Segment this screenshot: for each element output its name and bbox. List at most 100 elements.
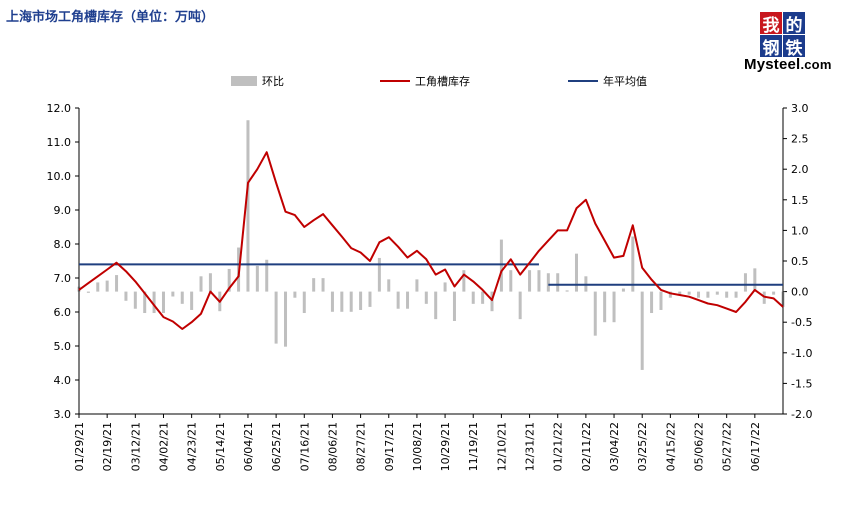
change-bar (574, 253, 578, 292)
change-bar (377, 257, 381, 292)
change-bar (499, 239, 503, 292)
change-bar (715, 291, 719, 295)
x-tick-label: 07/16/21 (298, 422, 311, 471)
legend: 环比 工角槽库存 年平均值 (231, 74, 647, 88)
left-tick-label: 3.0 (54, 408, 72, 421)
x-tick-label: 06/17/22 (749, 422, 762, 471)
change-bar (124, 291, 128, 301)
inventory-line (78, 151, 784, 330)
change-bar (659, 291, 663, 310)
change-bar (424, 291, 428, 304)
logo-char-1: 我 (760, 12, 782, 36)
change-bar (349, 291, 353, 312)
change-bar (86, 291, 90, 293)
change-bar (143, 291, 147, 314)
change-bar (556, 273, 560, 292)
change-bar (697, 291, 701, 298)
change-bars (77, 120, 785, 370)
change-bar (640, 291, 644, 370)
change-bar (152, 291, 156, 314)
left-tick-label: 9.0 (54, 204, 72, 217)
inventory-line-group (78, 151, 784, 330)
change-bar (734, 291, 738, 298)
change-bar (190, 291, 194, 310)
chart-title: 上海市场工角槽库存（单位：万吨） (6, 10, 215, 25)
logo-char-3: 钢 (760, 35, 782, 59)
x-tick-label: 02/19/21 (101, 422, 114, 471)
change-bar (368, 291, 372, 307)
change-bar (452, 291, 456, 321)
x-tick-label: 06/25/21 (270, 422, 283, 471)
legend-swatch-change (231, 76, 257, 86)
change-bar (265, 259, 269, 292)
right-tick-label: -2.0 (791, 408, 812, 421)
left-axis-ticks: 3.0 4.0 5.0 6.0 7.0 8.0 9.0 10.0 11.0 12.0 (47, 102, 79, 421)
change-bar (284, 291, 288, 347)
x-tick-label: 08/06/21 (326, 422, 339, 471)
change-bar (471, 291, 475, 304)
left-tick-label: 4.0 (54, 374, 72, 387)
x-axis-labels: 01/29/21 02/19/21 03/12/21 04/02/21 04/23/21… (73, 414, 762, 471)
change-bar (115, 275, 119, 292)
x-tick-label: 06/04/21 (242, 422, 255, 471)
logo-suffix: .com (800, 57, 832, 72)
logo-char-4: 铁 (783, 35, 805, 59)
left-tick-label: 12.0 (47, 102, 72, 115)
x-tick-label: 03/04/22 (608, 422, 621, 471)
average-lines (79, 263, 783, 286)
x-tick-label: 08/27/21 (355, 422, 368, 471)
change-bar (753, 268, 757, 292)
change-bar (293, 291, 297, 298)
right-tick-label: 1.5 (791, 194, 809, 207)
x-tick-label: 01/21/22 (552, 422, 565, 471)
change-bar (593, 291, 597, 336)
left-tick-label: 6.0 (54, 306, 72, 319)
change-bar (133, 291, 137, 309)
logo-char-2: 的 (783, 12, 805, 36)
change-bar (631, 236, 635, 292)
change-bar (481, 291, 485, 304)
change-bar (772, 291, 776, 295)
right-tick-label: 3.0 (791, 102, 809, 115)
left-tick-label: 11.0 (47, 136, 72, 149)
x-tick-label: 10/08/21 (411, 422, 424, 471)
right-tick-label: 2.0 (791, 163, 809, 176)
right-tick-label: -0.5 (791, 316, 812, 329)
x-tick-label: 03/25/22 (636, 422, 649, 471)
change-bar (650, 291, 654, 314)
change-bar (706, 291, 710, 298)
change-bar (321, 278, 325, 292)
x-tick-label: 12/31/21 (524, 422, 537, 471)
change-bar (406, 291, 410, 309)
change-bar (509, 270, 513, 292)
right-tick-label: 0.0 (791, 286, 809, 299)
right-tick-label: -1.5 (791, 377, 812, 390)
change-bar (161, 291, 165, 314)
x-tick-label: 12/10/21 (495, 422, 508, 471)
change-bar (199, 276, 203, 292)
change-bar (105, 280, 109, 292)
legend-label-average: 年平均值 (603, 74, 647, 88)
change-bar (678, 291, 682, 295)
change-bar (387, 279, 391, 292)
x-tick-label: 03/12/21 (129, 422, 142, 471)
legend-label-inventory: 工角槽库存 (415, 74, 470, 88)
change-bar (274, 291, 278, 344)
x-tick-label: 05/06/22 (693, 422, 706, 471)
change-bar (434, 291, 438, 320)
x-tick-label: 04/23/21 (186, 422, 199, 471)
change-bar (743, 273, 747, 292)
change-bar (312, 278, 316, 292)
left-tick-label: 5.0 (54, 340, 72, 353)
change-bar (725, 291, 729, 298)
change-bar (227, 268, 231, 292)
change-bar (490, 291, 494, 312)
left-tick-label: 7.0 (54, 272, 72, 285)
x-tick-label: 04/02/21 (157, 422, 170, 471)
change-bar (518, 291, 522, 320)
change-bar (603, 291, 607, 323)
axes (78, 108, 784, 415)
x-tick-label: 10/29/21 (439, 422, 452, 471)
right-tick-label: 2.5 (791, 133, 809, 146)
